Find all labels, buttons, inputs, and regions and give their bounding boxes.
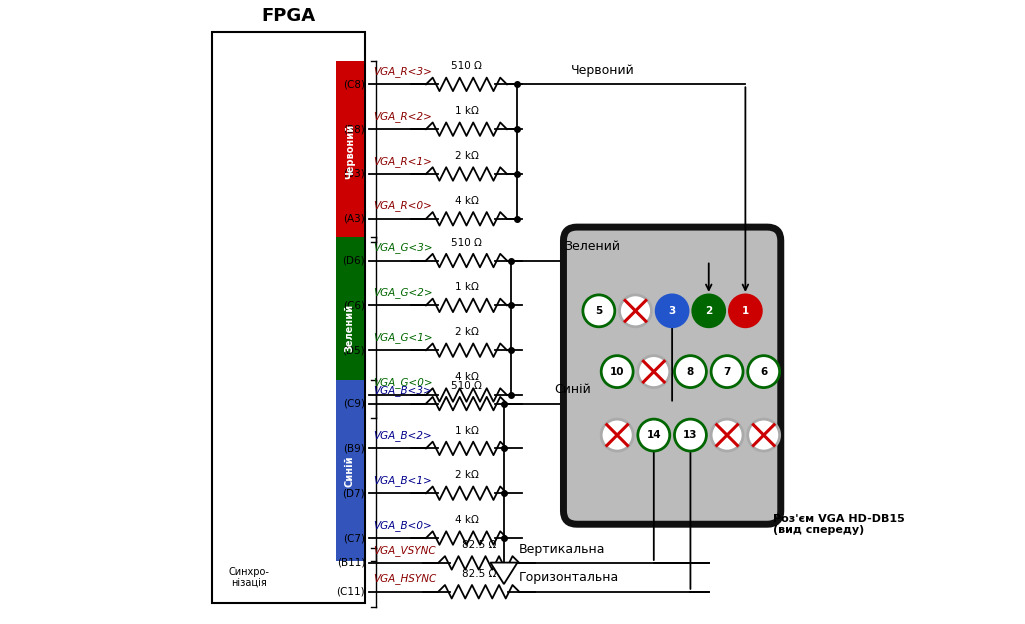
Text: 13: 13 bbox=[684, 430, 698, 440]
Circle shape bbox=[748, 356, 780, 388]
Text: (B9): (B9) bbox=[343, 444, 365, 454]
Text: 6: 6 bbox=[761, 367, 768, 377]
Text: Синій: Синій bbox=[344, 455, 355, 487]
FancyBboxPatch shape bbox=[336, 380, 364, 562]
Text: 1 kΩ: 1 kΩ bbox=[454, 426, 479, 436]
Text: Зелений: Зелений bbox=[565, 240, 621, 253]
Text: 82.5 Ω: 82.5 Ω bbox=[461, 569, 496, 579]
FancyBboxPatch shape bbox=[336, 237, 364, 418]
Text: VGA_R<1>: VGA_R<1> bbox=[373, 156, 432, 167]
Text: 4 kΩ: 4 kΩ bbox=[454, 196, 479, 206]
Text: (C5): (C5) bbox=[343, 390, 365, 400]
Text: Роз'єм VGA HD-DB15
(вид спереду): Роз'єм VGA HD-DB15 (вид спереду) bbox=[774, 514, 905, 535]
Text: Синхро-
нізація: Синхро- нізація bbox=[229, 567, 269, 588]
Text: (B3): (B3) bbox=[343, 169, 365, 179]
Text: VGA_G<2>: VGA_G<2> bbox=[373, 287, 433, 298]
Text: 510 Ω: 510 Ω bbox=[451, 238, 482, 248]
Text: 510 Ω: 510 Ω bbox=[451, 62, 482, 72]
Text: VGA_G<0>: VGA_G<0> bbox=[373, 377, 433, 388]
Text: (B8): (B8) bbox=[343, 124, 365, 134]
Circle shape bbox=[619, 295, 652, 327]
Text: Червоний: Червоний bbox=[344, 124, 355, 179]
Text: 4 kΩ: 4 kΩ bbox=[454, 515, 479, 525]
Text: 1 kΩ: 1 kΩ bbox=[454, 283, 479, 293]
Circle shape bbox=[693, 295, 725, 327]
Text: (C7): (C7) bbox=[343, 533, 365, 543]
Text: Горизонтальна: Горизонтальна bbox=[519, 572, 619, 585]
Circle shape bbox=[748, 419, 780, 451]
Text: 2: 2 bbox=[705, 306, 712, 316]
Text: (B11): (B11) bbox=[337, 558, 365, 568]
Text: 5: 5 bbox=[596, 306, 603, 316]
Text: (D5): (D5) bbox=[342, 345, 365, 355]
Circle shape bbox=[656, 295, 688, 327]
Text: VGA_G<3>: VGA_G<3> bbox=[373, 242, 433, 253]
Text: VGA_B<0>: VGA_B<0> bbox=[373, 520, 432, 530]
Text: 2 kΩ: 2 kΩ bbox=[454, 328, 479, 338]
Text: 82.5 Ω: 82.5 Ω bbox=[461, 540, 496, 550]
Text: 510 Ω: 510 Ω bbox=[451, 381, 482, 391]
Text: 4 kΩ: 4 kΩ bbox=[454, 372, 479, 382]
Text: VGA_B<3>: VGA_B<3> bbox=[373, 386, 432, 396]
Text: 7: 7 bbox=[724, 367, 731, 377]
Circle shape bbox=[602, 356, 633, 388]
Text: (C6): (C6) bbox=[343, 300, 365, 310]
Circle shape bbox=[674, 356, 706, 388]
Circle shape bbox=[602, 419, 633, 451]
Circle shape bbox=[674, 419, 706, 451]
Circle shape bbox=[583, 295, 615, 327]
FancyBboxPatch shape bbox=[212, 32, 365, 603]
Text: (C11): (C11) bbox=[336, 587, 365, 597]
Text: 1 kΩ: 1 kΩ bbox=[454, 106, 479, 116]
Text: (C8): (C8) bbox=[343, 79, 365, 89]
Text: Вертикальна: Вертикальна bbox=[519, 542, 605, 555]
Text: Зелений: Зелений bbox=[344, 304, 355, 352]
Circle shape bbox=[711, 419, 743, 451]
Text: Червоний: Червоний bbox=[571, 64, 634, 77]
Circle shape bbox=[638, 419, 669, 451]
Text: 2 kΩ: 2 kΩ bbox=[454, 151, 479, 161]
Text: 10: 10 bbox=[610, 367, 624, 377]
Text: VGA_B<1>: VGA_B<1> bbox=[373, 475, 432, 486]
Text: VGA_HSYNC: VGA_HSYNC bbox=[373, 573, 437, 585]
Text: 1: 1 bbox=[742, 306, 749, 316]
FancyBboxPatch shape bbox=[564, 227, 781, 524]
Text: VGA_VSYNC: VGA_VSYNC bbox=[373, 545, 436, 555]
Text: 14: 14 bbox=[647, 430, 661, 440]
Text: 8: 8 bbox=[687, 367, 694, 377]
Text: 3: 3 bbox=[668, 306, 675, 316]
Circle shape bbox=[638, 356, 669, 388]
Text: (A3): (A3) bbox=[343, 214, 365, 224]
Text: VGA_B<2>: VGA_B<2> bbox=[373, 430, 432, 441]
Text: FPGA: FPGA bbox=[261, 6, 316, 24]
Text: Синій: Синій bbox=[555, 383, 591, 396]
Polygon shape bbox=[490, 563, 518, 584]
Text: VGA_G<1>: VGA_G<1> bbox=[373, 332, 433, 343]
Text: VGA_R<3>: VGA_R<3> bbox=[373, 66, 432, 77]
Circle shape bbox=[730, 295, 762, 327]
Text: 2 kΩ: 2 kΩ bbox=[454, 470, 479, 480]
Text: VGA_R<0>: VGA_R<0> bbox=[373, 200, 432, 212]
Text: (D7): (D7) bbox=[342, 488, 365, 498]
Text: (C9): (C9) bbox=[343, 399, 365, 409]
FancyBboxPatch shape bbox=[336, 61, 364, 242]
Text: (D6): (D6) bbox=[342, 256, 365, 266]
Circle shape bbox=[711, 356, 743, 388]
Text: VGA_R<2>: VGA_R<2> bbox=[373, 111, 432, 122]
